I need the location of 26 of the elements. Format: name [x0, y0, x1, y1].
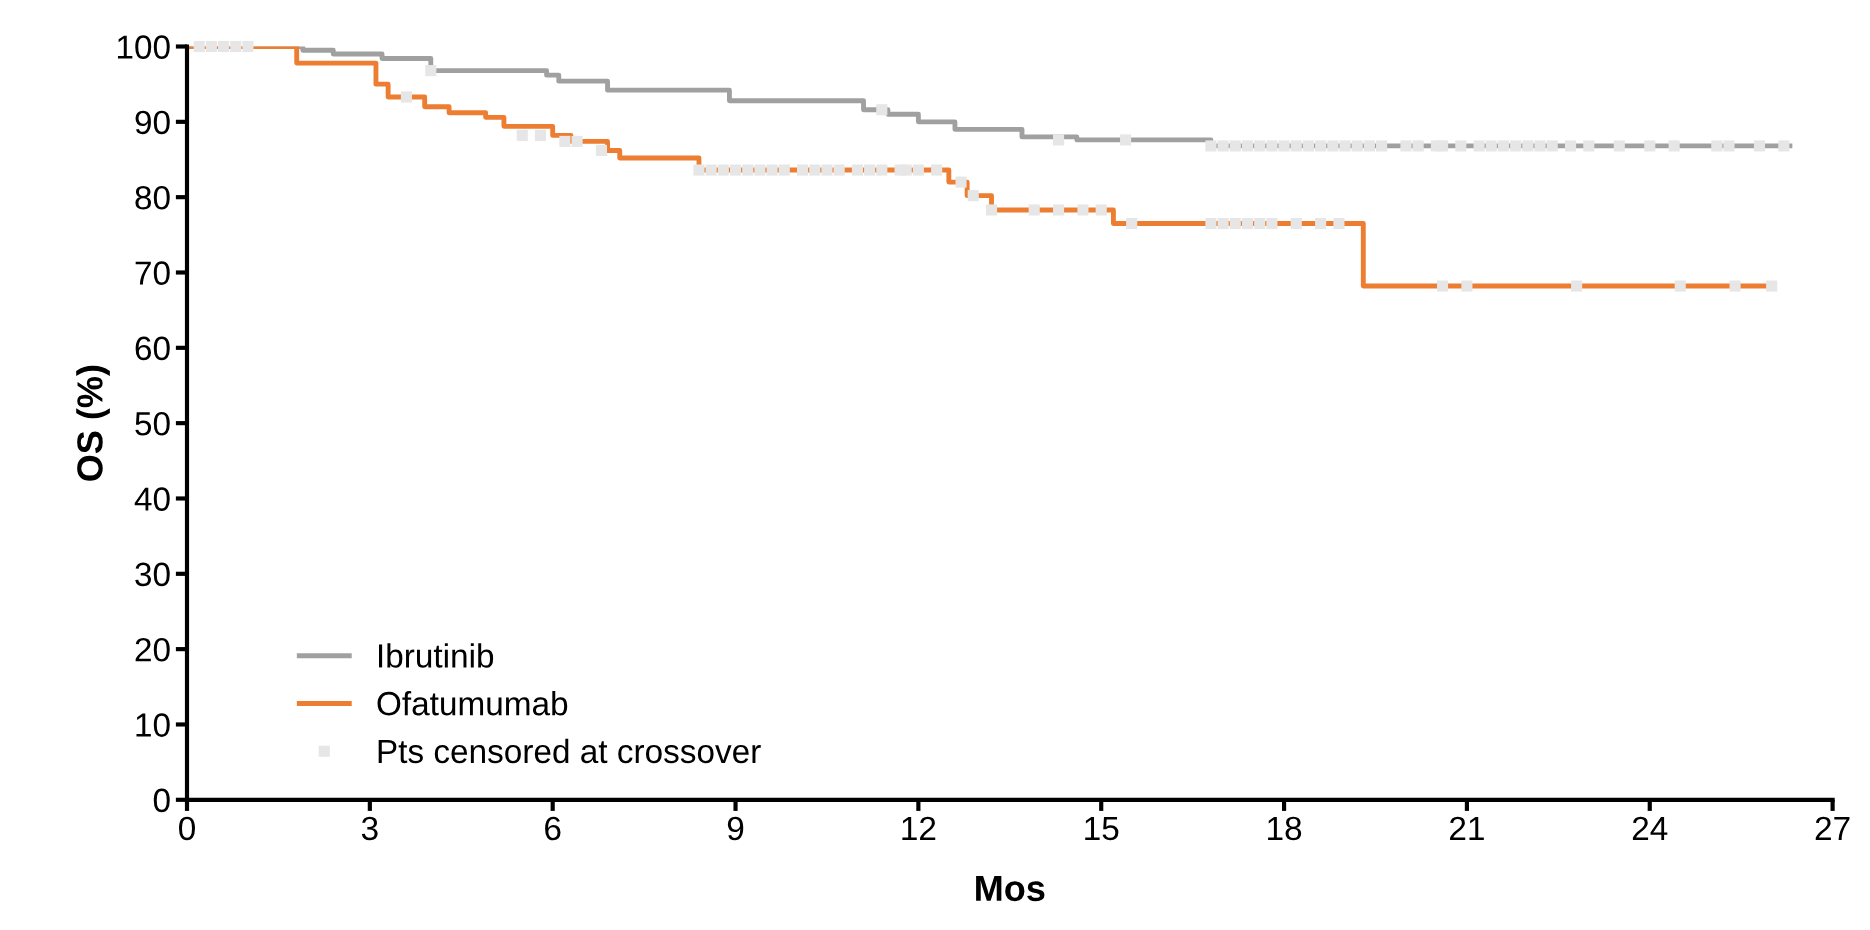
x-tick-label: 12: [902, 816, 936, 840]
legend-label: Ibrutinib: [379, 643, 494, 668]
y-tick-label: 100: [117, 35, 170, 59]
x-tick-label: 3: [361, 816, 378, 841]
y-tick-label: 20: [135, 637, 170, 662]
x-tick-label: 21: [1450, 816, 1484, 840]
y-tick-label: 40: [134, 487, 170, 511]
y-tick-label: 60: [135, 336, 170, 361]
y-tick-label: 90: [135, 110, 170, 135]
y-tick-label: 80: [135, 185, 170, 210]
y-tick-label: 0: [153, 788, 170, 813]
x-tick-label: 27: [1815, 816, 1850, 840]
x-tick-label: 24: [1632, 816, 1668, 840]
x-tick-label: 18: [1268, 816, 1302, 841]
y-tick-label: 70: [135, 261, 170, 285]
x-tick-label: 15: [1085, 817, 1119, 841]
x-tick-label: 6: [545, 816, 561, 841]
y-tick-label: 10: [136, 713, 170, 737]
x-tick-label: 0: [179, 816, 195, 841]
legend-label: Ofatumumab: [377, 690, 568, 716]
x-axis-title: Mos: [976, 875, 1045, 902]
y-tick-label: 50: [135, 411, 170, 436]
y-tick-label: 30: [135, 562, 170, 587]
x-tick-label: 9: [727, 816, 744, 841]
y-axis-title: OS (%): [76, 365, 110, 481]
legend-label: Pts censored at crossover: [378, 738, 761, 764]
